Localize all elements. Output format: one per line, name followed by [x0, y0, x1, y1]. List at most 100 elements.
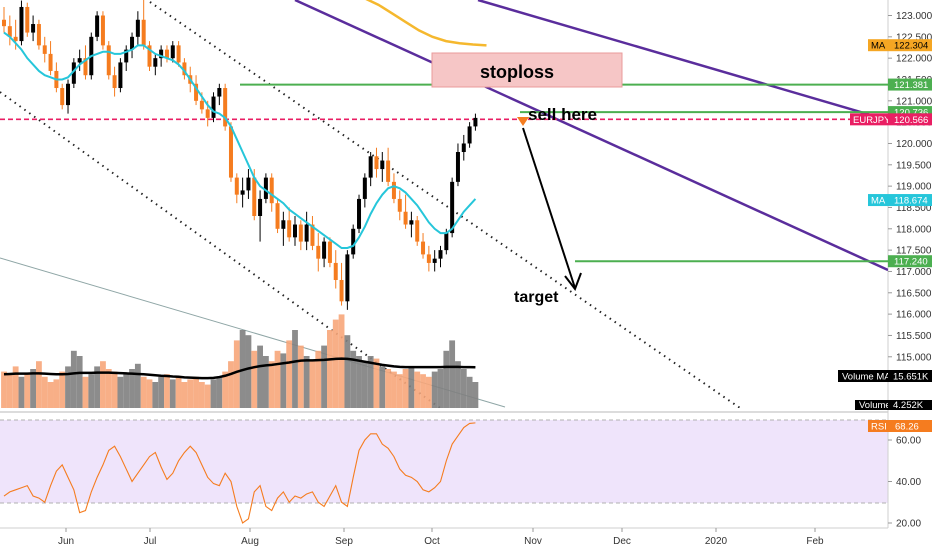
volume-bar [233, 340, 240, 408]
volume-bar [396, 374, 403, 408]
candle-body [304, 224, 309, 242]
volume-bar [327, 330, 333, 408]
candle-body [36, 24, 41, 46]
stoploss-label: stoploss [480, 62, 554, 82]
volume-bar [47, 382, 54, 408]
price-tick-label: 115.000 [896, 352, 932, 363]
volume-bar [59, 371, 66, 408]
volume-bar [297, 345, 304, 408]
price-axis: 123.000122.500122.000121.500121.000120.5… [888, 11, 932, 363]
candle-body [333, 262, 338, 280]
volume-bar [286, 340, 293, 408]
candle-body [421, 241, 426, 255]
candle-body [234, 177, 239, 195]
volume-bar [245, 335, 252, 408]
time-tick-label: Aug [241, 536, 259, 547]
candle-body [409, 220, 414, 225]
volume-bar [315, 350, 322, 408]
price-tick-label: 123.000 [896, 11, 932, 22]
time-tick-label: 2020 [705, 536, 728, 547]
rsi-pane [3, 422, 476, 524]
volume-bar [111, 371, 118, 408]
volume-label: Volume [859, 400, 891, 411]
volume-bar [193, 376, 199, 408]
price-level-value: 121.381 [894, 80, 928, 91]
volume-bar [88, 374, 95, 408]
volume-ma-value: 15.651K [893, 372, 929, 383]
trend-drawings [0, 0, 888, 408]
volume-bar [443, 350, 450, 408]
volume-bar [134, 363, 141, 408]
candle-body [269, 177, 274, 204]
price-tick-label: 117.500 [896, 246, 932, 257]
rsi-value-badge [888, 420, 932, 432]
volume-value: 4.252K [893, 400, 924, 411]
volume-bar [460, 369, 467, 408]
price-level-badge [888, 255, 932, 268]
volume-bar [303, 356, 310, 408]
candle-body [205, 109, 210, 118]
candle-body [246, 177, 251, 191]
price-tick-label: 120.000 [896, 139, 932, 150]
volume-bar [431, 371, 438, 408]
target-label: target [514, 289, 559, 306]
price-level-value: 120.566 [894, 115, 928, 126]
candle-body [60, 88, 65, 106]
candle-body [135, 19, 140, 37]
volume-bar [228, 361, 234, 408]
candle-body [473, 117, 478, 127]
volume-bar [1, 371, 7, 408]
candle-body [141, 19, 146, 46]
candle-body [194, 83, 199, 101]
candle-body [95, 15, 100, 37]
volume-bar [204, 384, 211, 408]
candle-body [455, 152, 460, 182]
candle-body [444, 233, 449, 251]
volume-bar [146, 379, 153, 408]
candle-body [403, 211, 408, 225]
price-tick-label: 122.500 [896, 32, 932, 43]
volume-bar [65, 366, 71, 408]
price-level-name: MA [871, 41, 886, 52]
candle-body [426, 254, 431, 263]
candle-body [112, 75, 117, 89]
volume-bar [210, 379, 217, 408]
volume-bar [30, 369, 37, 408]
volume-bar [414, 371, 421, 408]
price-level-name-badge [850, 113, 888, 126]
candle-body [415, 220, 420, 242]
candle-body [345, 254, 350, 302]
candle-body [357, 198, 362, 229]
volume-bar [356, 356, 362, 408]
candles [2, 0, 478, 310]
candle-body [48, 53, 53, 71]
slow-ma-line [365, 0, 487, 47]
volume-bar [41, 376, 48, 408]
volume-bar [187, 379, 194, 408]
volume-bar [274, 350, 281, 408]
moving-averages [3, 0, 487, 249]
candle-body [380, 160, 385, 170]
volume-bar [164, 374, 170, 408]
volume-value-badge [888, 400, 932, 410]
volume-bar [350, 350, 357, 408]
candle-body [83, 58, 88, 76]
price-tick-label: 121.000 [896, 96, 932, 107]
price-tick-label: 119.500 [896, 160, 932, 171]
candle-body [281, 220, 286, 229]
sell-marker [517, 117, 529, 126]
volume-bar [140, 376, 147, 408]
price-level-badge [888, 78, 932, 91]
volume-bar [158, 376, 165, 408]
price-tick-label: 116.000 [896, 310, 932, 321]
rsi-label: RSI [871, 422, 887, 433]
volume-bar [12, 366, 19, 408]
candle-body [19, 6, 24, 42]
volume-ma-value-badge [888, 370, 932, 382]
candle-body [275, 203, 280, 229]
price-tick-label: 117.000 [896, 267, 932, 278]
volume-bar [391, 371, 397, 408]
time-tick-label: Oct [424, 536, 440, 547]
candle-body [13, 36, 18, 42]
